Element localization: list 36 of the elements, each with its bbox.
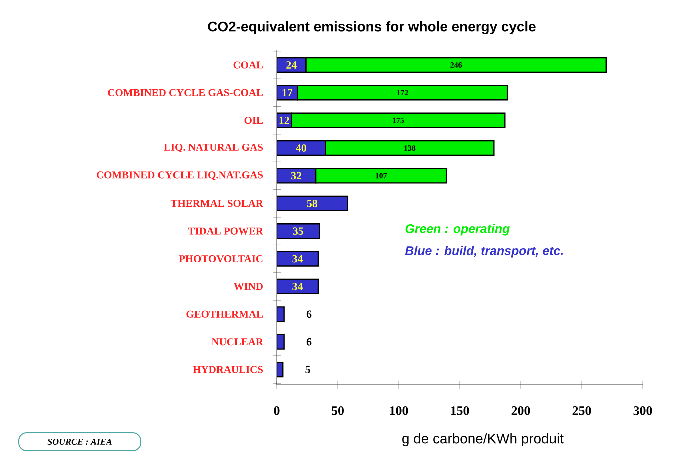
text: Green : operating <box>406 224 510 236</box>
y-tick-label: COAL <box>234 62 264 69</box>
data-label: 40 <box>296 144 306 152</box>
y-tick-label: OIL <box>244 117 264 124</box>
data-label: 5 <box>306 366 310 374</box>
data-label: 58 <box>307 200 318 208</box>
x-axis-title: g de carbone/KWh produit <box>402 433 564 446</box>
y-tick-label: WIND <box>234 283 263 290</box>
x-tick-label: 200 <box>512 406 530 416</box>
data-label: 17 <box>282 89 293 97</box>
data-label: 24 <box>286 62 297 69</box>
y-tick-label: HYDRAULICS <box>193 366 264 374</box>
data-label: 32 <box>291 172 302 180</box>
y-tick-label: TIDAL POWER <box>188 228 264 235</box>
y-tick-label: PHOTOVOLTAIC <box>179 255 263 263</box>
source-note: SOURCE : AIEA <box>48 438 112 446</box>
text: Blue : build, transport, etc. <box>405 246 564 258</box>
data-label: 12 <box>280 116 290 124</box>
chart-title: CO2-equivalent emissions for whole energy cycle <box>208 21 536 35</box>
x-tick-label: 300 <box>634 406 652 416</box>
data-label: 35 <box>293 228 304 236</box>
y-tick-label: THERMAL SOLAR <box>170 200 264 208</box>
x-tick-label: 100 <box>390 406 408 416</box>
y-tick-label: LIQ. NATURAL GAS <box>164 144 264 153</box>
y-tick-label: COMBINED CYCLE LIQ.NAT.GAS <box>96 172 264 180</box>
data-label: 6 <box>306 310 312 318</box>
x-tick-label: 50 <box>332 406 344 416</box>
x-tick-label: 250 <box>572 406 592 416</box>
x-tick-label: 0 <box>274 406 280 416</box>
y-tick-label: NUCLEAR <box>212 338 264 346</box>
data-label: 34 <box>292 255 304 263</box>
y-tick-label: GEOTHERMAL <box>186 310 264 318</box>
x-tick-label: 150 <box>451 406 470 416</box>
y-tick-label: COMBINED CYCLE GAS-COAL <box>108 89 264 96</box>
data-label: 6 <box>306 338 312 346</box>
data-label: 34 <box>292 283 304 290</box>
